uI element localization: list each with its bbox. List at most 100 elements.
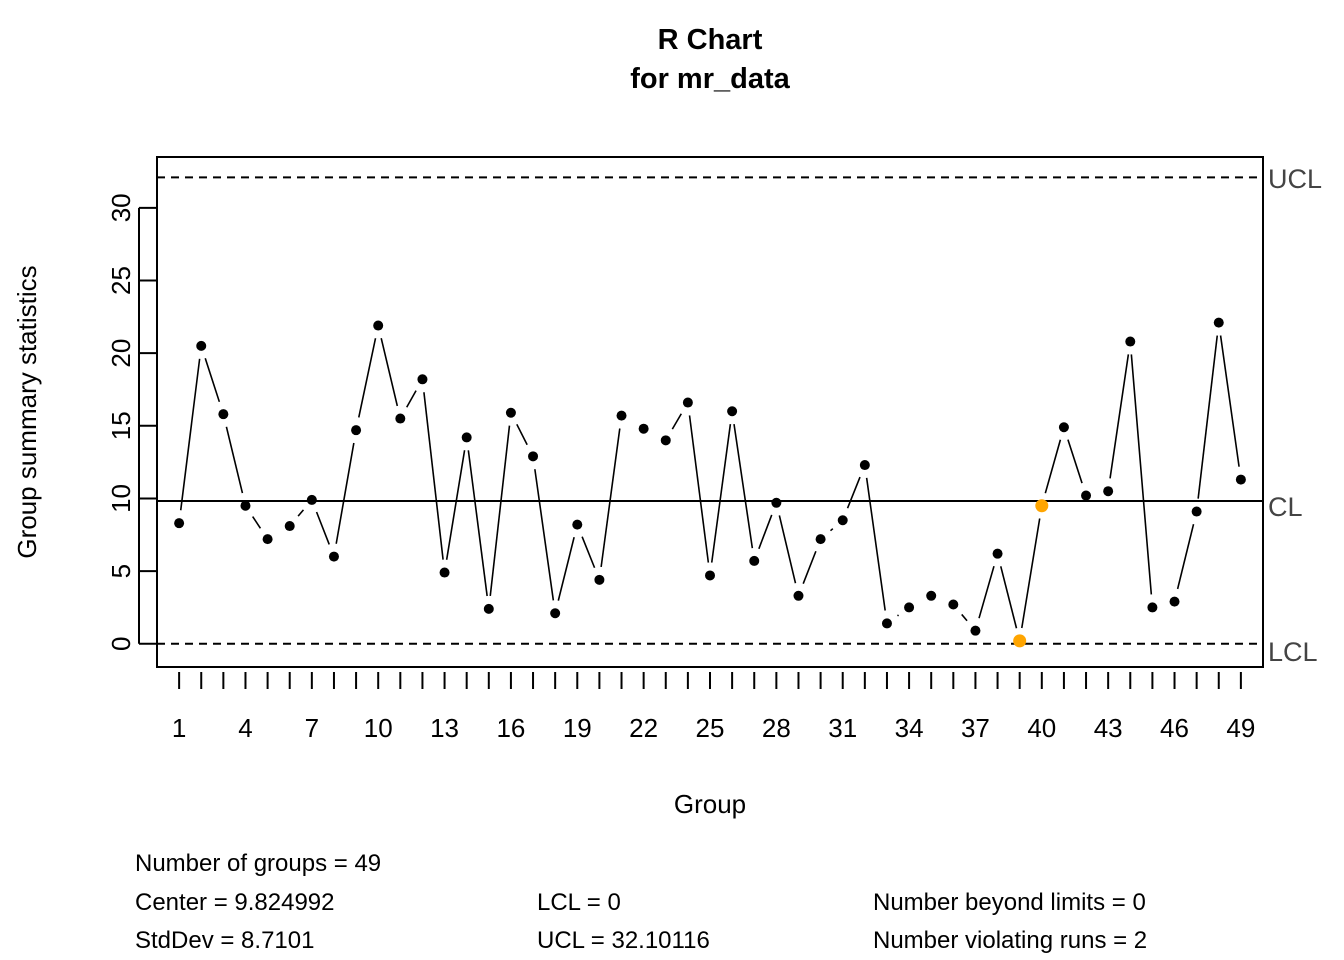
series-segment-44: [1130, 354, 1153, 595]
data-point-42: [1081, 490, 1092, 501]
data-point-21: [616, 410, 627, 421]
data-point-8: [328, 551, 339, 562]
y-tick-label-10: 10: [106, 484, 136, 513]
x-tick-label-49: 49: [1226, 713, 1255, 743]
data-point-32: [859, 460, 870, 471]
series-segment-18: [557, 537, 575, 601]
data-point-41: [1058, 422, 1069, 433]
series-segment-27: [758, 514, 773, 550]
data-point-12: [417, 374, 428, 385]
series-segment-40: [1044, 439, 1062, 494]
series-segment-31: [846, 476, 861, 509]
x-tick-label-19: 19: [563, 713, 592, 743]
stat-center: Center = 9.824992: [135, 889, 335, 916]
x-tick-label-34: 34: [895, 713, 924, 743]
data-point-25: [705, 570, 715, 581]
series-segment-3: [225, 426, 244, 494]
x-tick-label-40: 40: [1027, 713, 1056, 743]
y-tick-label-30: 30: [106, 193, 136, 222]
data-point-34: [904, 602, 915, 613]
series-segment-17: [534, 469, 555, 601]
data-point-37: [970, 625, 981, 636]
series-segment-36: [961, 613, 968, 622]
data-point-9: [351, 425, 362, 436]
data-point-10: [373, 320, 384, 331]
series-segment-23: [671, 413, 683, 430]
violation-point-40: [1035, 499, 1049, 513]
data-point-19: [572, 519, 583, 530]
data-point-38: [992, 548, 1003, 559]
series-segment-10: [380, 338, 399, 407]
series-segment-30: [829, 528, 834, 532]
lcl-label: LCL: [1268, 637, 1318, 667]
data-point-11: [395, 413, 406, 424]
data-point-2: [196, 340, 207, 351]
data-point-3: [218, 409, 229, 420]
violation-point-39: [1013, 634, 1027, 648]
data-point-6: [284, 521, 295, 532]
series-segment-28: [778, 515, 797, 584]
data-point-46: [1169, 596, 1180, 607]
series-segment-48: [1219, 335, 1240, 467]
x-tick-label-10: 10: [364, 713, 393, 743]
data-point-28: [771, 497, 782, 508]
series-segment-39: [1020, 518, 1041, 629]
series-segment-32: [865, 477, 886, 611]
x-tick-label-25: 25: [696, 713, 725, 743]
series-segment-2: [204, 358, 221, 403]
x-tick-label-43: 43: [1094, 713, 1123, 743]
series-segment-26: [733, 424, 754, 549]
series-segment-6: [297, 509, 305, 517]
series-segment-29: [802, 550, 817, 584]
data-point-4: [240, 500, 251, 511]
y-tick-label-15: 15: [106, 411, 136, 440]
series-segment-1: [179, 358, 201, 511]
x-tick-label-37: 37: [961, 713, 990, 743]
data-point-36: [948, 599, 959, 610]
data-point-13: [439, 567, 450, 578]
x-axis-label: Group: [674, 789, 746, 819]
y-axis-label: Group summary statistics: [12, 265, 42, 558]
data-point-43: [1103, 486, 1114, 497]
data-point-17: [528, 451, 539, 462]
series-segment-13: [445, 450, 466, 560]
data-point-47: [1191, 506, 1202, 517]
y-tick-label-25: 25: [106, 266, 136, 295]
x-tick-label-13: 13: [430, 713, 459, 743]
stat-violating-runs: Number violating runs = 2: [873, 927, 1147, 954]
y-tick-label-0: 0: [106, 637, 136, 651]
stat-lcl: LCL = 0: [537, 889, 621, 916]
y-tick-label-5: 5: [106, 564, 136, 578]
x-tick-label-16: 16: [496, 713, 525, 743]
data-point-44: [1125, 336, 1136, 347]
stat-ucl: UCL = 32.10116: [537, 927, 710, 954]
data-point-18: [550, 608, 561, 619]
series-segment-9: [357, 338, 377, 418]
data-point-35: [926, 590, 937, 601]
series-segment-4: [251, 516, 262, 529]
x-tick-label-1: 1: [172, 713, 186, 743]
data-point-49: [1235, 474, 1246, 485]
series-segment-16: [516, 423, 528, 446]
series-segment-19: [581, 536, 596, 569]
series-segment-41: [1067, 439, 1083, 484]
data-point-24: [682, 397, 693, 408]
data-point-14: [461, 432, 472, 443]
ucl-label: UCL: [1268, 164, 1322, 194]
data-point-1: [174, 518, 185, 529]
data-point-15: [483, 603, 494, 614]
series-segment-7: [315, 511, 330, 545]
data-point-45: [1147, 602, 1158, 613]
stat-beyond-limits: Number beyond limits = 0: [873, 889, 1146, 916]
x-tick-label-22: 22: [629, 713, 658, 743]
x-tick-label-46: 46: [1160, 713, 1189, 743]
chart-title: R Chart: [658, 24, 763, 56]
data-point-23: [660, 435, 671, 446]
data-point-31: [837, 515, 848, 526]
plot-area: 0 5 10 15 20 25 30 1 4 7 10 13 16 19 22 25 28 31 34 37 40 43 4…: [106, 176, 1263, 743]
plot-frame: [156, 156, 1264, 668]
y-tick-label-20: 20: [106, 339, 136, 368]
series-segment-47: [1197, 335, 1219, 499]
chart-subtitle: for mr_data: [630, 63, 790, 95]
